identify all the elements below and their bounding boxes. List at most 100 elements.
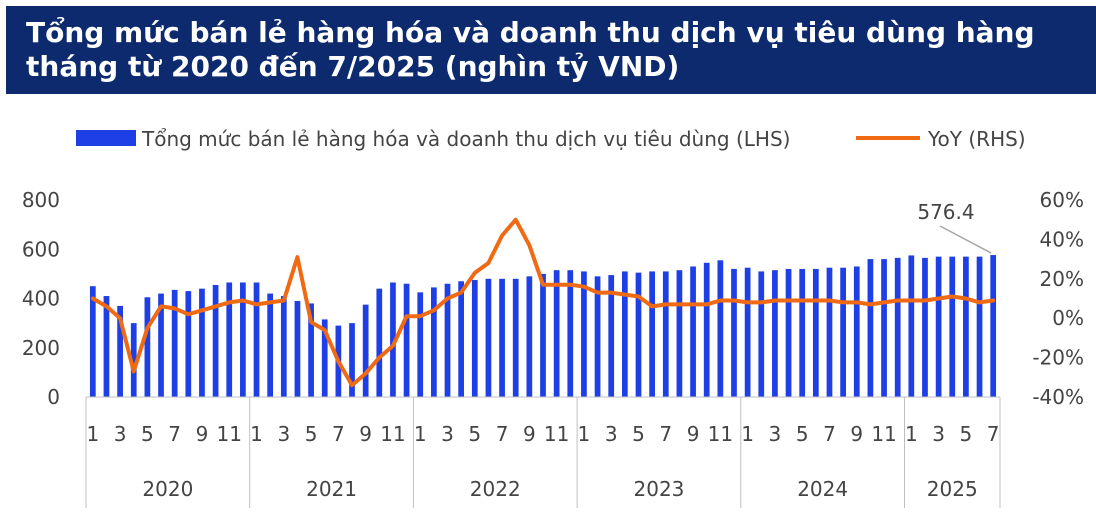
bar bbox=[376, 288, 383, 397]
bar bbox=[690, 266, 696, 397]
bar bbox=[649, 271, 655, 397]
bar bbox=[458, 281, 465, 397]
month-tick-label: 5 bbox=[632, 422, 645, 446]
month-tick-label: 5 bbox=[305, 422, 318, 446]
annotation-leader bbox=[939, 225, 992, 254]
bar bbox=[894, 257, 901, 397]
bar bbox=[840, 267, 846, 397]
bar bbox=[949, 256, 956, 397]
month-tick-label: 7 bbox=[823, 422, 836, 446]
year-tick-label: 2024 bbox=[797, 477, 848, 501]
bar bbox=[240, 282, 246, 397]
month-tick-label: 9 bbox=[687, 422, 700, 446]
bar bbox=[185, 291, 192, 397]
bar bbox=[294, 300, 301, 397]
bar bbox=[853, 266, 860, 397]
month-tick-label: 3 bbox=[277, 422, 290, 446]
year-tick-label: 2020 bbox=[142, 477, 193, 501]
bar bbox=[594, 276, 601, 397]
month-tick-label: 1 bbox=[578, 422, 591, 446]
bar bbox=[103, 296, 110, 397]
bar bbox=[990, 255, 997, 397]
month-tick-label: 1 bbox=[414, 422, 427, 446]
bar bbox=[499, 278, 505, 397]
bar bbox=[881, 259, 887, 397]
bar bbox=[362, 304, 369, 397]
legend-bar-swatch bbox=[76, 130, 136, 146]
bar-series bbox=[89, 255, 997, 397]
bar bbox=[349, 323, 355, 397]
month-tick-label: 3 bbox=[605, 422, 618, 446]
bar bbox=[731, 268, 737, 397]
bar bbox=[226, 282, 233, 397]
month-tick-label: 11 bbox=[871, 422, 896, 446]
bar bbox=[908, 255, 915, 397]
y-left-tick-label: 400 bbox=[22, 287, 60, 311]
month-tick-label: 5 bbox=[960, 422, 973, 446]
bar bbox=[485, 278, 492, 397]
bar bbox=[130, 323, 137, 397]
y-right-tick-label: 0% bbox=[1052, 306, 1084, 330]
bar bbox=[567, 270, 574, 397]
bar bbox=[417, 292, 424, 397]
bar bbox=[867, 259, 874, 397]
axes: 0 200 400 600 800 -40% -20% 0% 20% 40% 60% bbox=[22, 188, 1084, 409]
bar bbox=[717, 260, 724, 397]
bar bbox=[253, 282, 260, 397]
bar bbox=[267, 293, 274, 397]
month-tick-label: 7 bbox=[496, 422, 509, 446]
bar bbox=[212, 284, 219, 397]
month-tick-label: 11 bbox=[380, 422, 405, 446]
bar bbox=[199, 288, 205, 397]
bar bbox=[553, 270, 560, 397]
year-tick-label: 2022 bbox=[470, 477, 521, 501]
month-tick-label: 7 bbox=[659, 422, 672, 446]
y-right-tick-label: -20% bbox=[1032, 346, 1084, 370]
legend-line-label: YoY (RHS) bbox=[927, 127, 1026, 151]
y-right-tick-label: 40% bbox=[1040, 227, 1084, 251]
y-right-tick-label: 60% bbox=[1040, 188, 1084, 212]
month-tick-label: 3 bbox=[441, 422, 454, 446]
bar bbox=[512, 278, 519, 397]
bar bbox=[826, 267, 833, 397]
bar bbox=[321, 319, 328, 397]
bar bbox=[526, 276, 533, 397]
bar bbox=[744, 267, 751, 397]
month-tick-label: 3 bbox=[114, 422, 127, 446]
month-tick-label: 11 bbox=[708, 422, 733, 446]
bar bbox=[758, 271, 765, 397]
month-tick-label: 9 bbox=[850, 422, 863, 446]
year-tick-label: 2023 bbox=[634, 477, 685, 501]
annotation-label: 576.4 bbox=[917, 200, 974, 224]
month-tick-label: 3 bbox=[769, 422, 782, 446]
legend: Tổng mức bán lẻ hàng hóa và doanh thu dị… bbox=[76, 127, 1026, 151]
bar bbox=[171, 289, 178, 397]
y-right-tick-label: 20% bbox=[1040, 267, 1084, 291]
bar bbox=[117, 305, 123, 397]
bar bbox=[635, 272, 642, 397]
y-left-tick-label: 0 bbox=[47, 385, 60, 409]
bar bbox=[308, 303, 314, 397]
month-tick-label: 1 bbox=[250, 422, 263, 446]
bar bbox=[976, 256, 983, 397]
month-tick-label: 5 bbox=[796, 422, 809, 446]
bar bbox=[144, 297, 151, 397]
y-left-tick-label: 800 bbox=[22, 188, 60, 212]
y-left-tick-label: 200 bbox=[22, 336, 60, 360]
bar bbox=[158, 293, 164, 397]
month-tick-label: 11 bbox=[217, 422, 242, 446]
bar bbox=[812, 268, 819, 397]
month-tick-label: 1 bbox=[86, 422, 99, 446]
bar bbox=[390, 282, 396, 397]
bar bbox=[785, 268, 792, 397]
bar bbox=[540, 273, 546, 397]
month-tick-label: 7 bbox=[168, 422, 181, 446]
yoy-line bbox=[90, 217, 996, 388]
bar bbox=[922, 257, 928, 397]
month-tick-label: 3 bbox=[932, 422, 945, 446]
month-tick-label: 7 bbox=[987, 422, 1000, 446]
month-tick-label: 1 bbox=[905, 422, 918, 446]
bar bbox=[703, 262, 710, 397]
month-tick-label: 7 bbox=[332, 422, 345, 446]
